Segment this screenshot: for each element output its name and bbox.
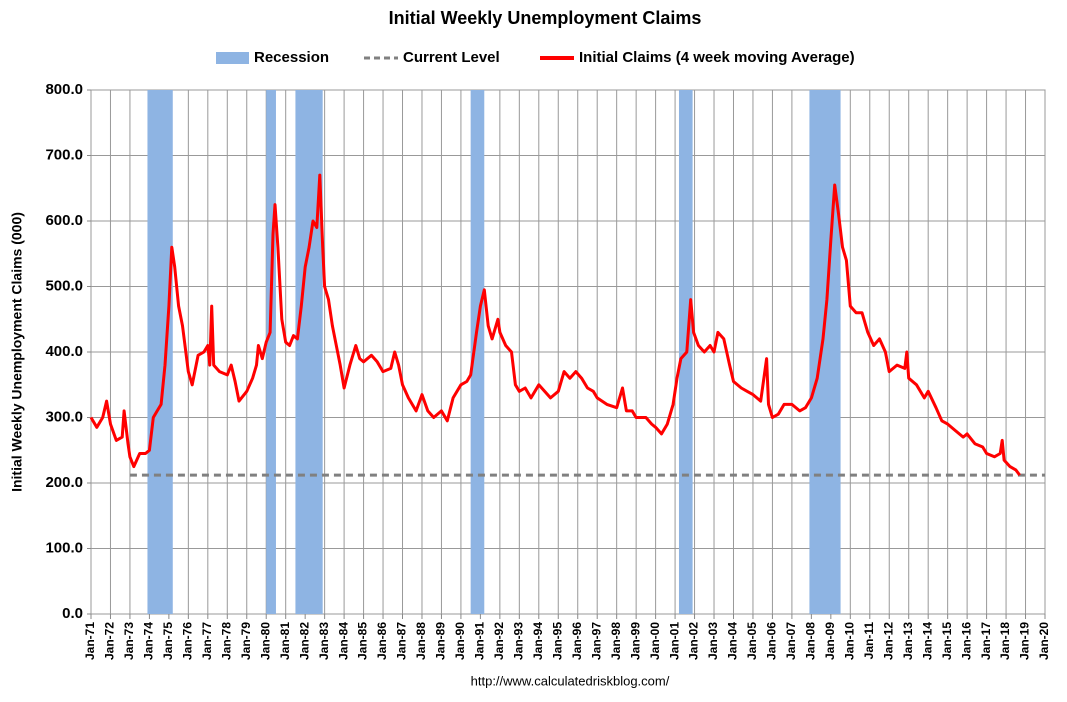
legend: Recession Current Level Initial Claims (… bbox=[216, 49, 855, 66]
x-tick-label: Jan-18 bbox=[998, 622, 1012, 660]
x-tick-label: Jan-78 bbox=[219, 622, 233, 660]
x-tick-label: Jan-84 bbox=[336, 622, 350, 660]
y-axis-label: Initial Weekly Unemployment Claims (000) bbox=[9, 212, 25, 492]
y-tick-label: 700.0 bbox=[45, 146, 83, 163]
series-line bbox=[89, 173, 1021, 477]
x-tick-label: Jan-75 bbox=[161, 622, 175, 660]
x-tick-label: Jan-19 bbox=[1018, 622, 1032, 660]
x-tick-label: Jan-74 bbox=[142, 622, 156, 660]
x-tick-label: Jan-12 bbox=[881, 622, 895, 660]
x-tick-label: Jan-81 bbox=[278, 622, 292, 660]
x-tick-label: Jan-76 bbox=[181, 622, 195, 660]
x-tick-label: Jan-71 bbox=[83, 622, 97, 660]
x-tick-label: Jan-94 bbox=[531, 622, 545, 660]
x-tick-label: Jan-06 bbox=[765, 622, 779, 660]
x-tick-label: Jan-00 bbox=[648, 622, 662, 660]
x-tick-label: Jan-97 bbox=[589, 622, 603, 660]
x-tick-label: Jan-05 bbox=[745, 622, 759, 660]
x-tick-label: Jan-90 bbox=[453, 622, 467, 660]
y-tick-label: 600.0 bbox=[45, 212, 83, 229]
legend-label: Current Level bbox=[403, 49, 500, 66]
x-tick-label: Jan-80 bbox=[258, 622, 272, 660]
recession-band bbox=[470, 90, 485, 614]
x-tick-label: Jan-82 bbox=[297, 622, 311, 660]
y-tick-label: 200.0 bbox=[45, 474, 83, 491]
x-tick-label: Jan-92 bbox=[492, 622, 506, 660]
x-tick-label: Jan-91 bbox=[473, 622, 487, 660]
x-tick-label: Jan-13 bbox=[901, 622, 915, 660]
legend-swatch bbox=[216, 52, 249, 64]
x-tick-label: Jan-86 bbox=[375, 622, 389, 660]
x-tick-label: Jan-16 bbox=[959, 622, 973, 660]
x-tick-label: Jan-03 bbox=[706, 622, 720, 660]
x-tick-label: Jan-77 bbox=[200, 622, 214, 660]
x-tick-label: Jan-93 bbox=[511, 622, 525, 660]
legend-label: Recession bbox=[254, 49, 329, 66]
x-tick-label: Jan-07 bbox=[784, 622, 798, 660]
x-tick-label: Jan-01 bbox=[667, 622, 681, 660]
x-tick-label: Jan-96 bbox=[570, 622, 584, 660]
x-tick-label: Jan-89 bbox=[434, 622, 448, 660]
y-tick-label: 400.0 bbox=[45, 343, 83, 360]
y-tick-label: 300.0 bbox=[45, 408, 83, 425]
y-tick-label: 100.0 bbox=[45, 539, 83, 556]
x-tick-label: Jan-10 bbox=[842, 622, 856, 660]
x-tick-label: Jan-98 bbox=[609, 622, 623, 660]
y-tick-label: 800.0 bbox=[45, 81, 83, 98]
recession-band bbox=[295, 90, 323, 614]
x-tick-label: Jan-87 bbox=[395, 622, 409, 660]
x-tick-label: Jan-04 bbox=[726, 622, 740, 660]
x-tick-label: Jan-09 bbox=[823, 622, 837, 660]
x-tick-label: Jan-17 bbox=[979, 622, 993, 660]
recession-band bbox=[809, 90, 841, 614]
x-tick-label: Jan-08 bbox=[804, 622, 818, 660]
chart-title: Initial Weekly Unemployment Claims bbox=[389, 8, 702, 28]
recession-band bbox=[147, 90, 173, 614]
x-tick-label: Jan-88 bbox=[414, 622, 428, 660]
x-tick-label: Jan-85 bbox=[356, 622, 370, 660]
x-tick-label: Jan-02 bbox=[687, 622, 701, 660]
x-tick-label: Jan-11 bbox=[862, 622, 876, 660]
x-tick-label: Jan-15 bbox=[940, 622, 954, 660]
y-tick-label: 0.0 bbox=[62, 605, 83, 622]
recession-band bbox=[266, 90, 276, 614]
x-tick-label: Jan-79 bbox=[239, 622, 253, 660]
x-tick-label: Jan-99 bbox=[628, 622, 642, 660]
y-tick-label: 500.0 bbox=[45, 277, 83, 294]
x-tick-label: Jan-20 bbox=[1037, 622, 1051, 660]
x-tick-label: Jan-72 bbox=[103, 622, 117, 660]
legend-label: Initial Claims (4 week moving Average) bbox=[579, 49, 855, 66]
x-tick-label: Jan-14 bbox=[920, 622, 934, 660]
x-tick-label: Jan-95 bbox=[550, 622, 564, 660]
x-tick-label: Jan-83 bbox=[317, 622, 331, 660]
x-tick-label: Jan-73 bbox=[122, 622, 136, 660]
source: http://www.calculatedriskblog.com/ bbox=[471, 673, 670, 688]
